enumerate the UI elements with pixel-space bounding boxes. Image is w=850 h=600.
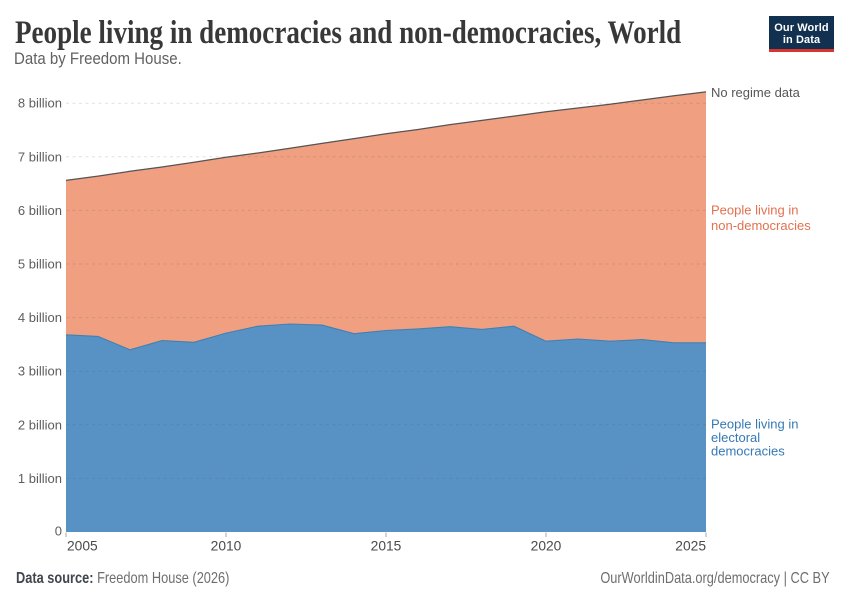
svg-text:7 billion: 7 billion — [18, 149, 62, 164]
svg-text:2020: 2020 — [531, 539, 562, 554]
svg-text:1 billion: 1 billion — [18, 471, 62, 486]
svg-text:2015: 2015 — [371, 539, 402, 554]
svg-text:2 billion: 2 billion — [18, 417, 62, 432]
svg-text:0: 0 — [55, 524, 62, 539]
svg-text:3 billion: 3 billion — [18, 364, 62, 379]
svg-text:6 billion: 6 billion — [18, 203, 62, 218]
svg-text:electoral: electoral — [711, 430, 760, 445]
svg-text:People living in: People living in — [711, 417, 798, 432]
svg-text:2010: 2010 — [211, 539, 242, 554]
svg-text:4 billion: 4 billion — [18, 310, 62, 325]
svg-text:democracies: democracies — [711, 444, 785, 459]
svg-text:No regime data: No regime data — [711, 85, 801, 100]
svg-text:2025: 2025 — [675, 539, 706, 554]
svg-text:People living in: People living in — [711, 203, 798, 218]
svg-text:8 billion: 8 billion — [18, 96, 62, 111]
svg-text:5 billion: 5 billion — [18, 257, 62, 272]
svg-text:non-democracies: non-democracies — [711, 218, 811, 233]
svg-text:2005: 2005 — [67, 539, 98, 554]
